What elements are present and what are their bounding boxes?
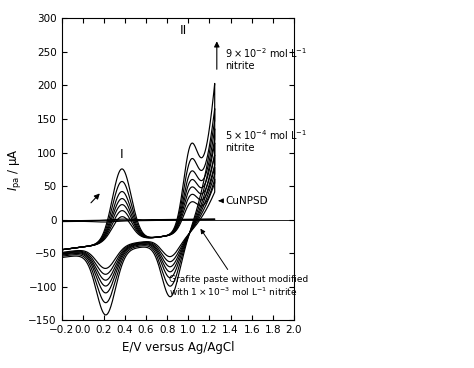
X-axis label: E/V versus Ag/AgCl: E/V versus Ag/AgCl	[121, 340, 234, 354]
Text: II: II	[179, 24, 187, 37]
Text: I: I	[120, 148, 124, 160]
Text: $5\times10^{-4}$ mol L$^{-1}$
nitrite: $5\times10^{-4}$ mol L$^{-1}$ nitrite	[225, 128, 308, 153]
Text: $9\times10^{-2}$ mol L$^{-1}$
nitrite: $9\times10^{-2}$ mol L$^{-1}$ nitrite	[225, 46, 308, 71]
Text: Grafite paste without modified
with $1\times10^{-3}$ mol L$^{-1}$ nitrite: Grafite paste without modified with $1\t…	[169, 230, 309, 298]
Text: CuNPSD: CuNPSD	[219, 196, 268, 206]
Y-axis label: $I_{\mathrm{pa}}$ / μA: $I_{\mathrm{pa}}$ / μA	[6, 148, 23, 191]
